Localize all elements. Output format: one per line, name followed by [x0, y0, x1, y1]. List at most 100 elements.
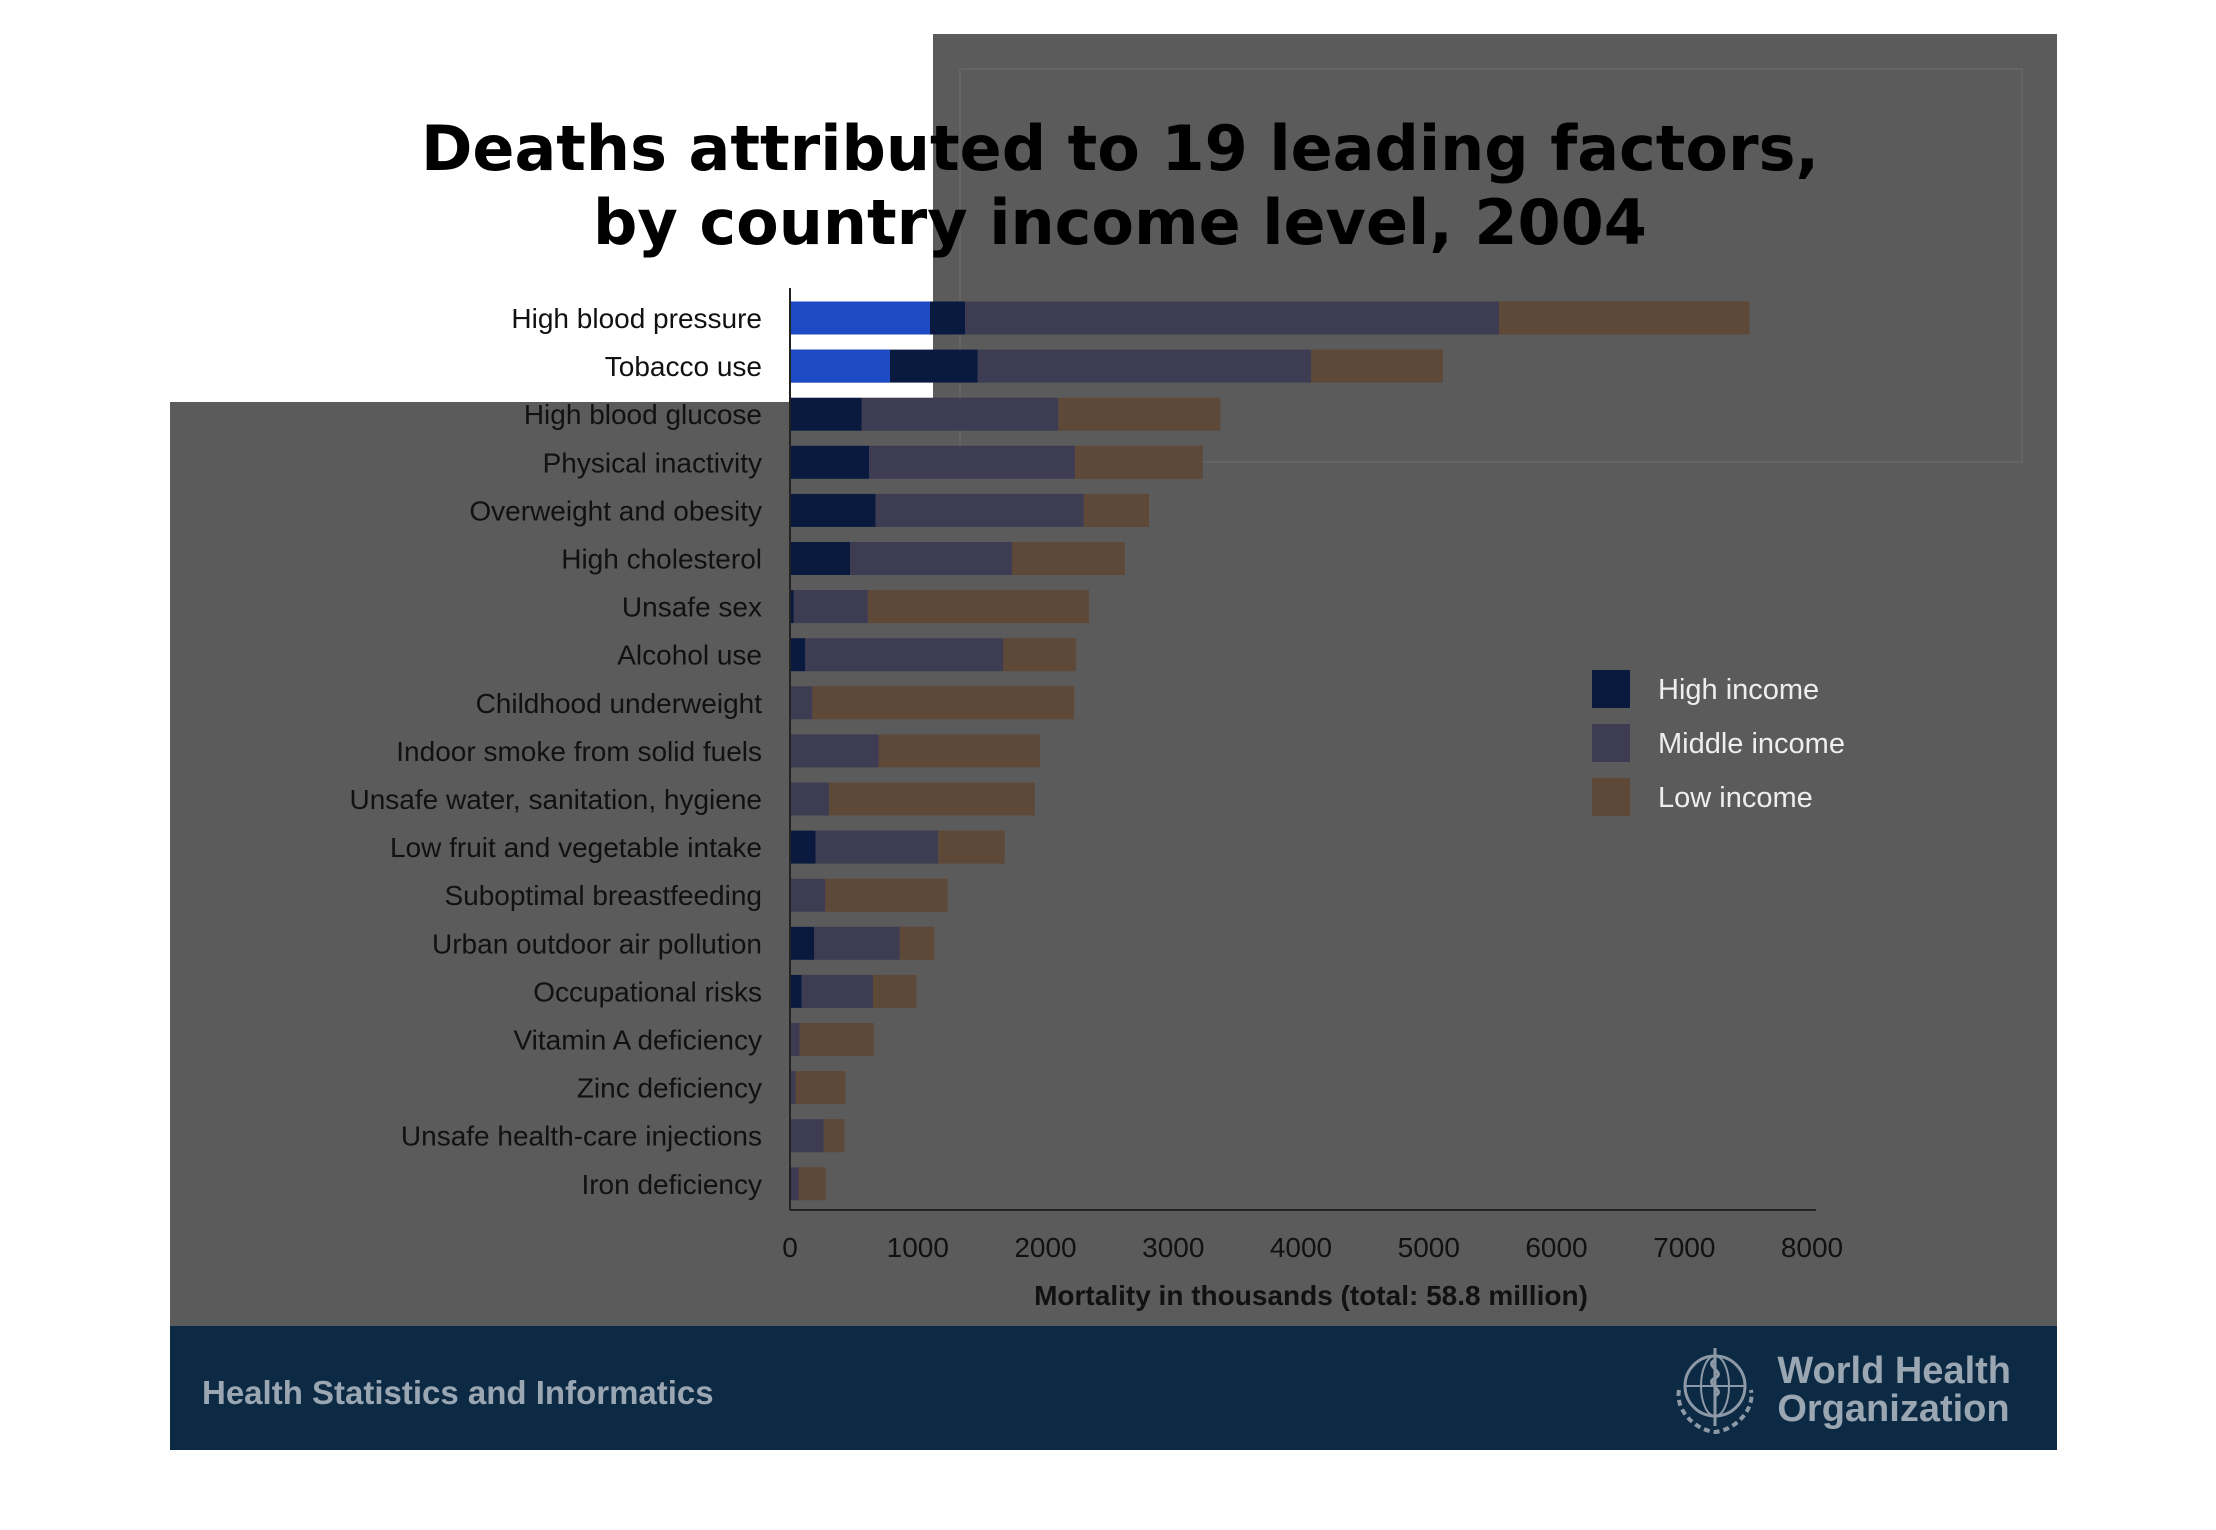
bar-high-income — [790, 542, 850, 575]
bar-low-income — [812, 686, 1075, 720]
bar-low-income — [1003, 638, 1077, 672]
x-tick-label: 1000 — [887, 1232, 949, 1263]
bar-low-income — [878, 734, 1040, 768]
legend-swatch — [1592, 670, 1630, 708]
bar-high-income — [790, 445, 870, 479]
category-label: Occupational risks — [533, 976, 762, 1007]
category-label: Unsafe health-care injections — [401, 1121, 762, 1152]
bar-middle-income — [790, 878, 826, 912]
category-label: Vitamin A deficiency — [513, 1025, 762, 1056]
x-tick-label: 8000 — [1781, 1232, 1843, 1263]
bar-high-income — [790, 638, 806, 672]
bar-middle-income — [790, 686, 813, 720]
category-label: Alcohol use — [617, 640, 762, 671]
x-tick-label: 7000 — [1653, 1232, 1715, 1263]
category-label: Low fruit and vegetable intake — [390, 832, 762, 863]
x-axis-title: Mortality in thousands (total: 58.8 mill… — [1034, 1280, 1588, 1311]
who-emblem-icon — [1676, 1348, 1754, 1435]
bar-low-income — [829, 782, 1035, 816]
bar-middle-income — [790, 1119, 824, 1153]
bar-low-income — [825, 878, 948, 912]
bar-low-income — [1311, 349, 1443, 383]
bar-low-income — [1012, 542, 1125, 575]
category-label: Overweight and obesity — [469, 495, 762, 526]
bar-low-income — [795, 1071, 846, 1105]
legend: High income Middle income Low income — [1592, 670, 1845, 816]
slide-background — [170, 402, 2057, 1450]
who-logo: World Health Organization — [1665, 1340, 2011, 1440]
bar-low-income — [1499, 301, 1750, 335]
x-tick-label: 0 — [782, 1232, 798, 1263]
bar-middle-income — [805, 638, 1004, 672]
x-axis: 0 1000 2000 3000 4000 5000 6000 7000 8000 Mortali… — [782, 288, 1843, 1311]
bar-low-income — [1058, 397, 1221, 431]
chart-title-line-2: by country income level, 2004 — [593, 186, 1647, 259]
bar-middle-income — [790, 734, 879, 768]
category-label: High blood glucose — [524, 399, 762, 430]
bar-low-income — [823, 1119, 845, 1153]
category-label: Childhood underweight — [476, 688, 763, 719]
category-label: Tobacco use — [605, 351, 762, 382]
category-label: Indoor smoke from solid fuels — [396, 736, 762, 767]
bar-low-income — [798, 1167, 826, 1201]
chart-title: Deaths attributed to 19 leading factors,… — [300, 112, 1940, 260]
bar-middle-income — [801, 974, 873, 1008]
who-name-line-1: World Health — [1777, 1350, 2011, 1392]
bars-layer — [790, 301, 1750, 1201]
footer-bar: Health Statistics and Informatics World … — [170, 1326, 2057, 1450]
x-tick-label: 5000 — [1398, 1232, 1460, 1263]
who-name-line-2: Organization — [1777, 1388, 2010, 1430]
bar-low-income — [867, 590, 1089, 624]
category-label: High blood pressure — [511, 303, 762, 334]
chart-title-line-1: Deaths attributed to 19 leading factors, — [420, 112, 1820, 185]
bar-high-income — [790, 397, 862, 431]
category-label: Unsafe water, sanitation, hygiene — [350, 784, 762, 815]
bar-low-income — [799, 1023, 874, 1056]
bar-low-income — [873, 974, 917, 1008]
bar-highlight — [790, 349, 890, 383]
footer-text: Health Statistics and Informatics — [202, 1374, 714, 1411]
x-tick-label: 3000 — [1142, 1232, 1204, 1263]
category-label: Iron deficiency — [581, 1169, 762, 1200]
bar-middle-income — [790, 1023, 800, 1056]
bar-high-income — [790, 830, 816, 864]
bar-low-income — [1083, 493, 1149, 527]
legend-swatch — [1592, 778, 1630, 816]
legend-label: Low income — [1658, 782, 1813, 814]
bar-low-income — [938, 830, 1005, 864]
category-label: Urban outdoor air pollution — [432, 928, 762, 959]
x-tick-label: 4000 — [1270, 1232, 1332, 1263]
category-label: Unsafe sex — [622, 592, 762, 623]
bar-low-income — [1074, 445, 1203, 479]
bar-high-income — [790, 493, 876, 527]
bar-middle-income — [790, 1071, 796, 1105]
category-label: Zinc deficiency — [577, 1073, 762, 1104]
bar-middle-income — [977, 349, 1312, 383]
bar-high-income — [790, 974, 802, 1008]
who-name: World Health Organization — [1777, 1352, 2011, 1428]
bar-middle-income — [875, 493, 1084, 527]
bar-middle-income — [814, 926, 900, 960]
legend-label: Middle income — [1658, 728, 1845, 760]
bar-high-income — [790, 926, 815, 960]
bar-middle-income — [850, 542, 1013, 575]
bar-middle-income — [790, 782, 829, 816]
category-label: Physical inactivity — [543, 447, 762, 478]
slide-background-top — [933, 34, 2057, 463]
bar-middle-income — [965, 301, 1499, 335]
category-label: Suboptimal breastfeeding — [444, 880, 762, 911]
legend-label: High income — [1658, 674, 1819, 706]
bar-low-income — [899, 926, 935, 960]
bar-middle-income — [815, 830, 939, 864]
category-labels: High blood pressure Tobacco use High blood… — [350, 303, 763, 1200]
bar-middle-income — [869, 445, 1075, 479]
x-tick-label: 2000 — [1014, 1232, 1076, 1263]
bar-middle-income — [861, 397, 1059, 431]
bar-highlight — [790, 301, 930, 335]
bar-middle-income — [791, 1167, 799, 1201]
legend-swatch — [1592, 724, 1630, 762]
bar-middle-income — [793, 590, 868, 624]
bar-high-income — [790, 590, 794, 624]
category-label: High cholesterol — [561, 544, 762, 575]
